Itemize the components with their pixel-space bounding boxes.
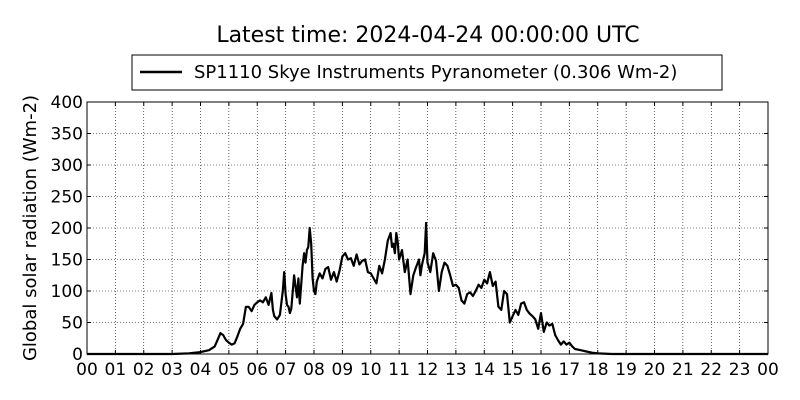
y-axis-label: Global solar radiation (Wm-2) — [20, 95, 41, 361]
x-tick-label: 09 — [332, 360, 354, 380]
x-tick-label: 11 — [388, 360, 410, 380]
y-tick-label: 350 — [51, 125, 83, 145]
x-tick-label: 10 — [360, 360, 382, 380]
chart-title: Latest time: 2024-04-24 00:00:00 UTC — [216, 23, 639, 48]
x-tick-label: 08 — [303, 360, 325, 380]
legend: SP1110 Skye Instruments Pyranometer (0.3… — [131, 54, 723, 91]
x-tick-label: 15 — [502, 360, 524, 380]
x-tick-label: 05 — [218, 360, 240, 380]
x-tick-label: 21 — [672, 360, 694, 380]
x-tick-label: 07 — [275, 360, 297, 380]
x-tick-label: 06 — [246, 360, 268, 380]
legend-box — [131, 54, 723, 91]
x-tick-label: 22 — [700, 360, 722, 380]
x-tick-label: 17 — [559, 360, 581, 380]
series-group — [87, 221, 768, 356]
plot-area-frame — [86, 101, 769, 355]
y-tick-label: 200 — [51, 219, 83, 239]
x-tick-label: 19 — [615, 360, 637, 380]
y-tick-label: 150 — [51, 251, 83, 271]
x-tick-label: 01 — [105, 360, 127, 380]
x-tick-label: 20 — [644, 360, 666, 380]
x-tick-label: 03 — [161, 360, 183, 380]
x-tick-label: 14 — [473, 360, 495, 380]
grid-lines — [87, 102, 768, 354]
series-line-pyranometer — [87, 221, 768, 356]
y-tick-label: 0 — [72, 345, 83, 365]
y-tick-label: 250 — [51, 188, 83, 208]
x-tick-label: 18 — [587, 360, 609, 380]
x-tick-label: 04 — [190, 360, 212, 380]
y-tick-label: 400 — [51, 93, 83, 113]
legend-label: SP1110 Skye Instruments Pyranometer (0.3… — [194, 62, 677, 83]
axis-ticks — [86, 101, 769, 355]
y-tick-label: 300 — [51, 156, 83, 176]
y-tick-label: 100 — [51, 282, 83, 302]
x-tick-label: 23 — [729, 360, 751, 380]
y-tick-label: 50 — [61, 314, 83, 334]
x-tick-label: 00 — [76, 360, 98, 380]
x-tick-label: 00 — [757, 360, 779, 380]
x-tick-label: 12 — [417, 360, 439, 380]
x-tick-label: 02 — [133, 360, 155, 380]
tick-labels: 00 01 02 03 04 05 06 07 08 09 10 11 12 13 14 15 16 17 18 19… — [51, 93, 779, 380]
x-tick-label: 13 — [445, 360, 467, 380]
x-tick-label: 16 — [530, 360, 552, 380]
